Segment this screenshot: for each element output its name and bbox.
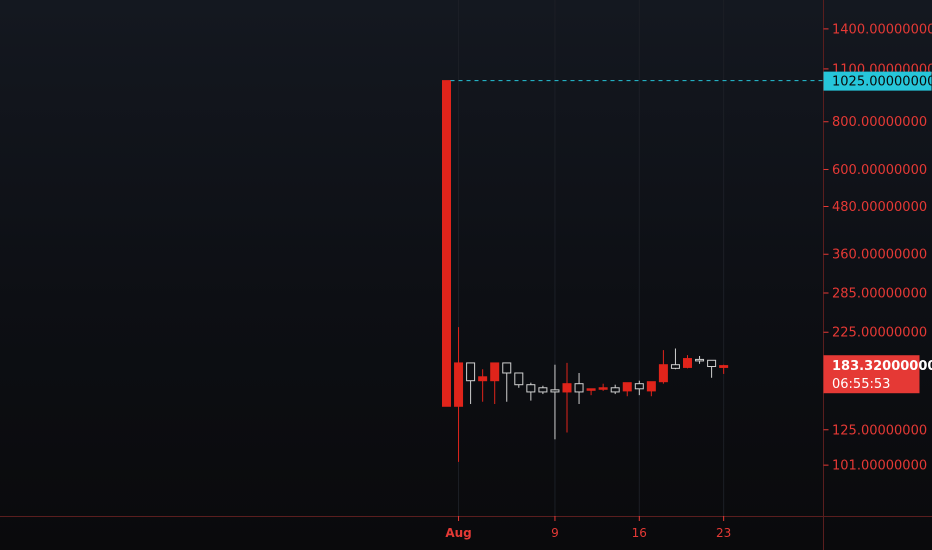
candle-body [598, 387, 608, 390]
candle[interactable] [586, 388, 596, 396]
candle-body [502, 362, 512, 374]
time-tick-label: Aug [445, 526, 471, 540]
candle[interactable] [683, 355, 692, 369]
candle[interactable] [550, 364, 560, 440]
price-tick-label: 225.00000000 [832, 326, 927, 341]
time-tick-label: 9 [551, 526, 559, 540]
candle-body [634, 383, 644, 390]
horizontal-line-tag-bg [823, 71, 932, 91]
candle[interactable] [707, 359, 717, 378]
price-tick-label: 285.00000000 [832, 287, 927, 302]
price-tick-label: 1400.00000000 [832, 22, 932, 37]
time-tick-label: 16 [632, 526, 647, 540]
candle[interactable] [454, 327, 464, 462]
candle-body [683, 358, 692, 368]
candle[interactable] [719, 364, 729, 374]
candle-body [442, 80, 451, 407]
candle[interactable] [490, 362, 500, 404]
last-price-value: 183.32000000 [832, 359, 932, 374]
candle[interactable] [658, 350, 668, 384]
candle[interactable] [514, 372, 524, 388]
time-axis[interactable]: Aug 9 16 23 [445, 516, 731, 540]
candles[interactable] [442, 80, 729, 462]
last-price-tag-bg [823, 355, 920, 394]
price-axis[interactable]: 1400.000000001100.00000000800.0000000060… [823, 22, 932, 474]
candle[interactable] [502, 362, 512, 402]
candle[interactable] [634, 380, 644, 396]
candle[interactable] [695, 355, 705, 364]
candle[interactable] [562, 362, 572, 433]
candle-body [646, 381, 656, 392]
candle-body [526, 384, 536, 393]
candle-body [622, 382, 632, 392]
candle-body [466, 362, 476, 382]
candle-body [538, 387, 548, 393]
price-tags: 1025.00000000 183.32000000 06:55:53 [823, 71, 932, 394]
candle[interactable] [646, 381, 656, 397]
candle[interactable] [598, 383, 608, 391]
candle-body [490, 362, 500, 382]
candle-body [670, 364, 680, 369]
candle-body [707, 359, 717, 368]
candle-body [514, 372, 524, 386]
price-tick-label: 600.00000000 [832, 163, 927, 178]
candle-body [478, 376, 488, 382]
candle-body [454, 362, 464, 407]
candle[interactable] [574, 372, 584, 404]
candle[interactable] [670, 348, 680, 370]
price-tick-label: 480.00000000 [832, 200, 927, 215]
price-tick-label: 125.00000000 [832, 423, 927, 438]
candle[interactable] [538, 385, 548, 395]
candle-body [586, 388, 596, 391]
vertical-gridlines [458, 0, 725, 516]
candle-body [719, 365, 729, 368]
candle[interactable] [466, 362, 476, 404]
horizontal-line-tag: 1025.00000000 [823, 71, 932, 91]
horizontal-line-tag-text: 1025.00000000 [832, 75, 932, 90]
time-tick-label: 23 [716, 526, 731, 540]
candle[interactable] [610, 384, 620, 395]
countdown-timer: 06:55:53 [832, 377, 890, 392]
candle[interactable] [442, 80, 451, 407]
price-tick-label: 101.00000000 [832, 459, 927, 474]
candle-body [550, 389, 560, 393]
price-tick-label: 800.00000000 [832, 115, 927, 130]
last-price-tag: 183.32000000 06:55:53 [823, 355, 932, 394]
candle[interactable] [622, 382, 632, 397]
candle-body [658, 364, 668, 383]
candle[interactable] [526, 382, 536, 401]
candle-body [574, 383, 584, 393]
candle-body [695, 358, 705, 362]
candle[interactable] [478, 369, 488, 402]
price-tick-label: 360.00000000 [832, 248, 927, 263]
candle-body [610, 387, 620, 393]
candle-body [562, 383, 572, 393]
